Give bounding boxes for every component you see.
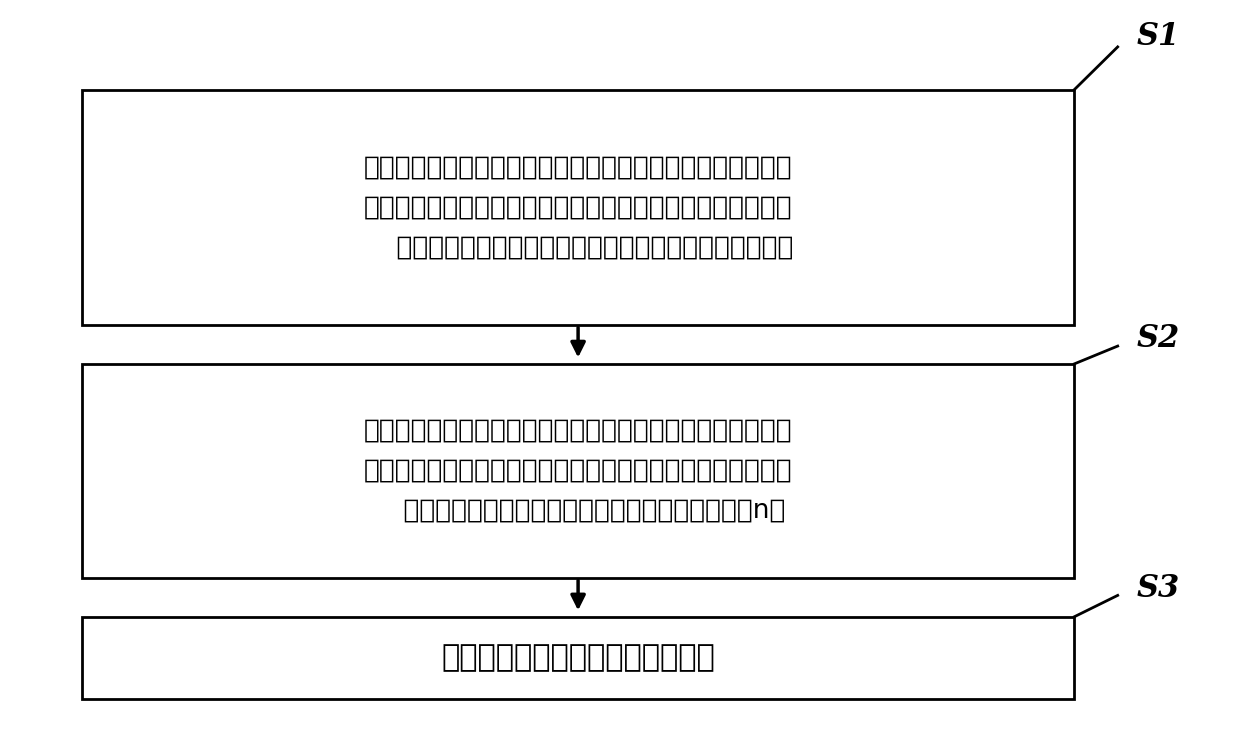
Text: S1: S1: [1137, 21, 1180, 52]
Bar: [82, 617, 1074, 699]
Text: S3: S3: [1137, 573, 1180, 604]
Bar: [82, 364, 1074, 577]
Text: 控制发射接收超声探头以预设接收频率，且分别以第一预设接
收角度、第二预设接收角度和第三预设接收角度接收被测物体
    反射的回波信号；预设接收频率为预设发射频: 控制发射接收超声探头以预设接收频率，且分别以第一预设接 收角度、第二预设接收角度…: [363, 418, 792, 524]
Text: 控制发射接收超声探头以预设发射频率，且以第一预设发射角
度发出超声波信号，超声波信号通过声学超材料结构后到达被
    测物体；预设发射频率与声学超材料结构的响: 控制发射接收超声探头以预设发射频率，且以第一预设发射角 度发出超声波信号，超声波…: [363, 154, 794, 260]
Text: S2: S2: [1137, 324, 1180, 355]
Text: 采用回波信号重建被测物体的图像: 采用回波信号重建被测物体的图像: [441, 643, 715, 672]
Bar: [82, 90, 1074, 325]
